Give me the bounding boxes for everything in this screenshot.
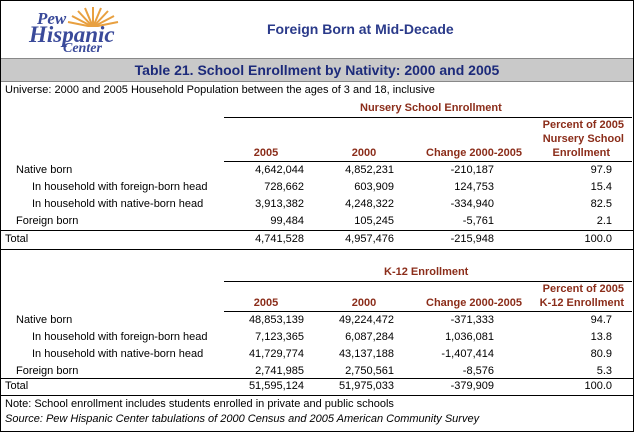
divider xyxy=(1,249,633,250)
divider xyxy=(224,117,632,118)
row-label: Foreign born xyxy=(16,215,79,227)
header: Pew Hispanic Center Foreign Born at Mid-… xyxy=(1,1,633,57)
cell-pct: 5.3 xyxy=(596,365,612,377)
cell-change: -334,940 xyxy=(450,198,494,210)
cell-2000: 49,224,472 xyxy=(338,314,394,326)
row-label: In household with foreign-born head xyxy=(32,181,208,193)
cell-pct: 80.9 xyxy=(590,348,612,360)
cell-pct: 97.9 xyxy=(590,164,612,176)
cell-pct: 100.0 xyxy=(584,233,612,245)
table-title-band: Table 21. School Enrollment by Nativity:… xyxy=(1,58,633,82)
cell-change: -379,909 xyxy=(450,380,494,392)
cell-pct: 15.4 xyxy=(590,181,612,193)
cell-change: 1,036,081 xyxy=(445,331,494,343)
column-header-pct-line1: Percent of 2005 xyxy=(542,283,624,295)
divider xyxy=(1,230,633,231)
cell-2000: 2,750,561 xyxy=(345,365,394,377)
row-label: Native born xyxy=(16,164,73,176)
table-title: Table 21. School Enrollment by Nativity:… xyxy=(134,62,500,78)
row-label: In household with native-born head xyxy=(32,348,204,360)
cell-2005: 51,595,124 xyxy=(248,380,304,392)
cell-pct: 82.5 xyxy=(590,198,612,210)
cell-change: -210,187 xyxy=(450,164,494,176)
logo-center: Center xyxy=(63,41,102,56)
column-header-change: Change 2000-2005 xyxy=(426,147,522,159)
cell-change: -215,948 xyxy=(450,233,494,245)
cell-change: -8,576 xyxy=(462,365,494,377)
cell-2005: 48,853,139 xyxy=(248,314,304,326)
cell-2000: 105,245 xyxy=(354,215,394,227)
cell-2005: 41,729,774 xyxy=(248,348,304,360)
cell-2000: 4,248,322 xyxy=(345,198,394,210)
row-label: Foreign born xyxy=(16,365,79,377)
note-text: Note: School enrollment includes student… xyxy=(5,398,394,410)
cell-change: 124,753 xyxy=(454,181,494,193)
cell-2005: 2,741,985 xyxy=(255,365,304,377)
column-header-change: Change 2000-2005 xyxy=(426,297,522,309)
column-header-pct-line2: K-12 Enrollment xyxy=(539,297,624,309)
source-text: Source: Pew Hispanic Center tabulations … xyxy=(5,413,480,425)
cell-2000: 51,975,033 xyxy=(338,380,394,392)
row-label: Native born xyxy=(16,314,73,326)
logo-hispanic: Hispanic xyxy=(29,22,115,47)
divider xyxy=(224,311,632,312)
universe-text: Universe: 2000 and 2005 Household Popula… xyxy=(5,84,435,96)
sun-rays-icon xyxy=(67,7,119,27)
report-title: Foreign Born at Mid-Decade xyxy=(267,21,454,37)
column-header-2000: 2000 xyxy=(351,147,377,159)
column-header-pct-line3: Enrollment xyxy=(552,147,610,159)
section-heading-k12: K-12 Enrollment xyxy=(384,266,469,278)
row-label: In household with native-born head xyxy=(32,198,204,210)
section-heading-nursery: Nursery School Enrollment xyxy=(360,102,502,114)
cell-2000: 6,087,284 xyxy=(345,331,394,343)
cell-2005: 728,662 xyxy=(264,181,304,193)
column-header-pct-line1: Percent of 2005 xyxy=(542,119,624,131)
cell-2000: 43,137,188 xyxy=(338,348,394,360)
cell-change: -1,407,414 xyxy=(441,348,494,360)
divider xyxy=(1,378,633,379)
cell-pct: 94.7 xyxy=(590,314,612,326)
cell-pct: 13.8 xyxy=(590,331,612,343)
cell-2005: 4,741,528 xyxy=(255,233,304,245)
column-header-2000: 2000 xyxy=(351,297,377,309)
pew-hispanic-center-logo: Pew Hispanic Center xyxy=(23,5,133,56)
cell-2000: 4,957,476 xyxy=(345,233,394,245)
cell-pct: 2.1 xyxy=(596,215,612,227)
cell-2000: 603,909 xyxy=(354,181,394,193)
cell-2000: 4,852,231 xyxy=(345,164,394,176)
divider xyxy=(1,395,633,396)
cell-change: -371,333 xyxy=(450,314,494,326)
divider xyxy=(224,281,632,282)
cell-change: -5,761 xyxy=(462,215,494,227)
cell-2005: 3,913,382 xyxy=(255,198,304,210)
column-header-2005: 2005 xyxy=(253,297,279,309)
row-label: Total xyxy=(5,380,29,392)
cell-2005: 99,484 xyxy=(270,215,304,227)
logo-pew: Pew xyxy=(37,9,67,28)
row-label: In household with foreign-born head xyxy=(32,331,208,343)
cell-pct: 100.0 xyxy=(584,380,612,392)
cell-2005: 4,642,044 xyxy=(255,164,304,176)
divider xyxy=(224,161,632,162)
column-header-2005: 2005 xyxy=(253,147,279,159)
column-header-pct-line2: Nursery School xyxy=(542,133,624,145)
row-label: Total xyxy=(5,233,29,245)
cell-2005: 7,123,365 xyxy=(255,331,304,343)
